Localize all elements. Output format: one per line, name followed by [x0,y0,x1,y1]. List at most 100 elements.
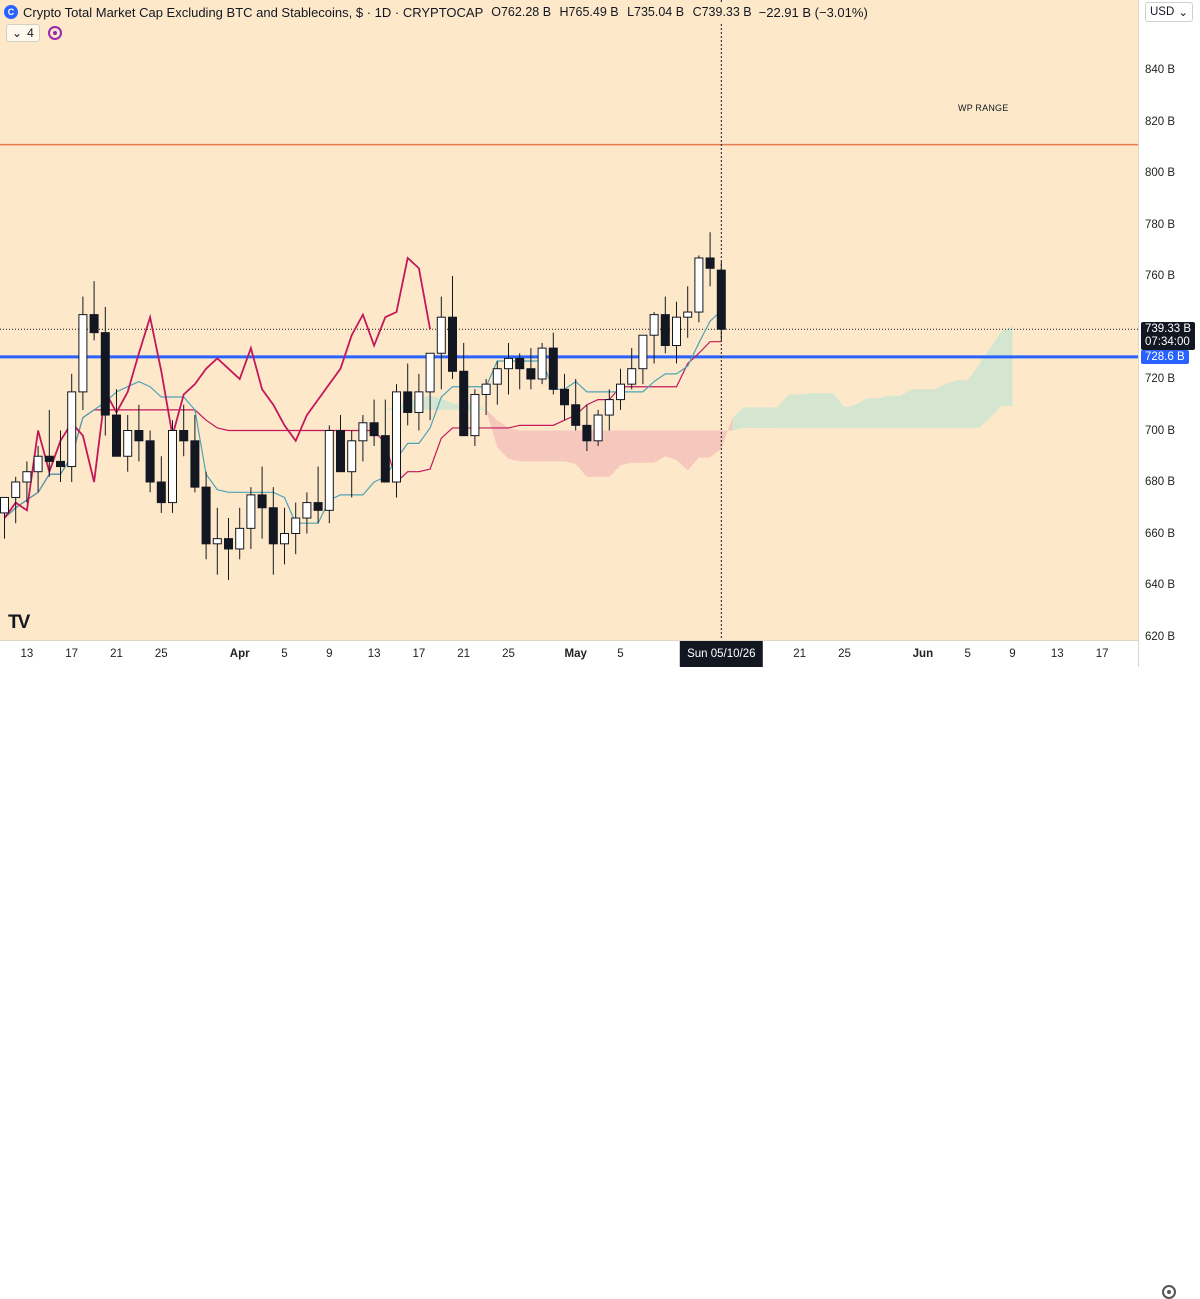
time-tick-label: 13 [367,648,381,660]
candle-body [683,311,693,318]
ichimoku-cloud-segment [598,430,610,477]
ichimoku-cloud-segment [934,384,946,428]
candle-body [593,414,603,442]
ichimoku-cloud-segment [530,430,543,462]
time-tick-label: 17 [65,648,79,660]
time-axis[interactable]: 13172125Apr5913172125May5172125Jun591317… [0,640,1176,1299]
ichimoku-cloud-segment [788,394,800,428]
ichimoku-cloud-segment [519,430,531,462]
ichimoku-cloud-segment [889,395,901,428]
ichimoku-cloud-segment [676,430,688,471]
ichimoku-cloud-segment [967,364,979,428]
ichimoku-cloud-segment [822,393,834,428]
time-tick-label: 5 [617,648,624,660]
ichimoku-cloud-segment [922,389,935,428]
candle-body [436,316,446,354]
indicator-controls: ⌄ 4 [6,24,62,42]
candle-body [179,430,189,442]
time-tick-label: 21 [457,648,471,660]
ichimoku-cloud-segment [855,398,867,428]
candle-body [201,486,211,545]
ichimoku-cloud-segment [978,348,991,428]
candle-body [235,527,245,550]
ichimoku-cloud-segment [799,393,811,428]
bar-countdown: 07:34:00 [1145,336,1190,349]
ichimoku-cloud-segment [497,420,509,459]
candle-body [425,352,435,393]
ohlc-values: O762.28 B H765.49 B L735.04 B C739.33 B [491,5,756,19]
ichimoku-cloud-segment [878,395,890,428]
candle-body [470,393,480,437]
close-value: 739.33 B [701,5,752,19]
price-tick-label: 680 B [1145,476,1176,488]
candle-body [582,424,592,442]
ichimoku-cloud-segment [564,430,576,464]
ichimoku-cloud-segment [754,407,767,428]
ichimoku-cloud-segment [866,398,879,428]
candle-body [224,538,233,550]
symbol-title[interactable]: Crypto Total Market Cap Excluding BTC an… [23,4,484,20]
candle-body [56,460,65,468]
candle-body [660,314,670,347]
candle-body [268,507,278,545]
tradingview-logo-icon[interactable]: TV [8,612,30,633]
cryptocap-logo-icon: C [4,5,18,19]
candle-body [369,422,379,437]
indicators-toggle-button[interactable]: ⌄ 4 [6,24,40,42]
price-tick-label: 840 B [1145,64,1176,76]
candle-body [403,391,413,413]
low-key: L [627,5,635,19]
candle-body [336,430,345,473]
candle-body [78,314,88,393]
close-key: C [692,5,702,19]
ichimoku-cloud-segment [441,398,453,410]
price-tick-label: 620 B [1145,630,1176,643]
candle-body [11,481,21,498]
ichimoku-cloud-segment [486,409,498,448]
time-tick-label: 25 [838,648,851,660]
time-tick-label: 17 [412,648,426,660]
price-tick-label: 780 B [1145,218,1176,231]
high-value: 765.49 B [568,5,619,19]
time-tick-label: Jun [912,648,934,660]
time-tick-label: 9 [326,648,333,660]
ichimoku-cloud-segment [1001,326,1013,407]
ichimoku-cloud-segment [698,430,711,458]
time-tick-label: 21 [110,648,123,660]
time-tick-label: 25 [502,648,515,660]
chikou-span-line [3,256,431,519]
currency-selector[interactable]: USD ⌄ [1145,2,1193,22]
candle-body [156,481,166,504]
candlestick-chart[interactable] [0,0,1138,640]
indicator-count: 4 [27,26,34,40]
candle-body [560,388,569,406]
ichimoku-cloud-segment [900,389,912,428]
open-key: O [491,5,501,19]
price-tick-label: 720 B [1145,373,1176,385]
candle-body [627,368,637,385]
time-tick-label: 5 [281,648,288,660]
candle-body [649,314,659,336]
candle-body [481,383,491,395]
last-price-tag: 739.33 B 07:34:00 [1141,322,1196,351]
chart-plot-area[interactable]: C Crypto Total Market Cap Excluding BTC … [0,0,1138,640]
wp-range-annotation: WP RANGE [958,102,1009,113]
price-change: −22.91 B (−3.01%) [758,4,868,20]
ichimoku-cloud-segment [945,380,957,428]
price-tick-label: 700 B [1145,424,1176,437]
candle-body [324,430,334,511]
ichimoku-cloud-segment [553,430,565,462]
chevron-down-icon: ⌄ [12,26,23,40]
ichimoku-cloud-segment [743,407,755,428]
refresh-icon[interactable] [47,26,62,40]
candle-body [347,440,357,473]
candle-body [145,440,155,483]
price-tick-label: 800 B [1145,167,1176,179]
ichimoku-cloud-segment [721,417,733,449]
crosshair-date-label: Sun 05/10/26 [680,641,763,667]
ichimoku-cloud-segment [687,430,699,471]
candle-body [257,494,267,509]
settings-gear-icon[interactable] [1162,1285,1176,1299]
candle-body [504,357,513,370]
